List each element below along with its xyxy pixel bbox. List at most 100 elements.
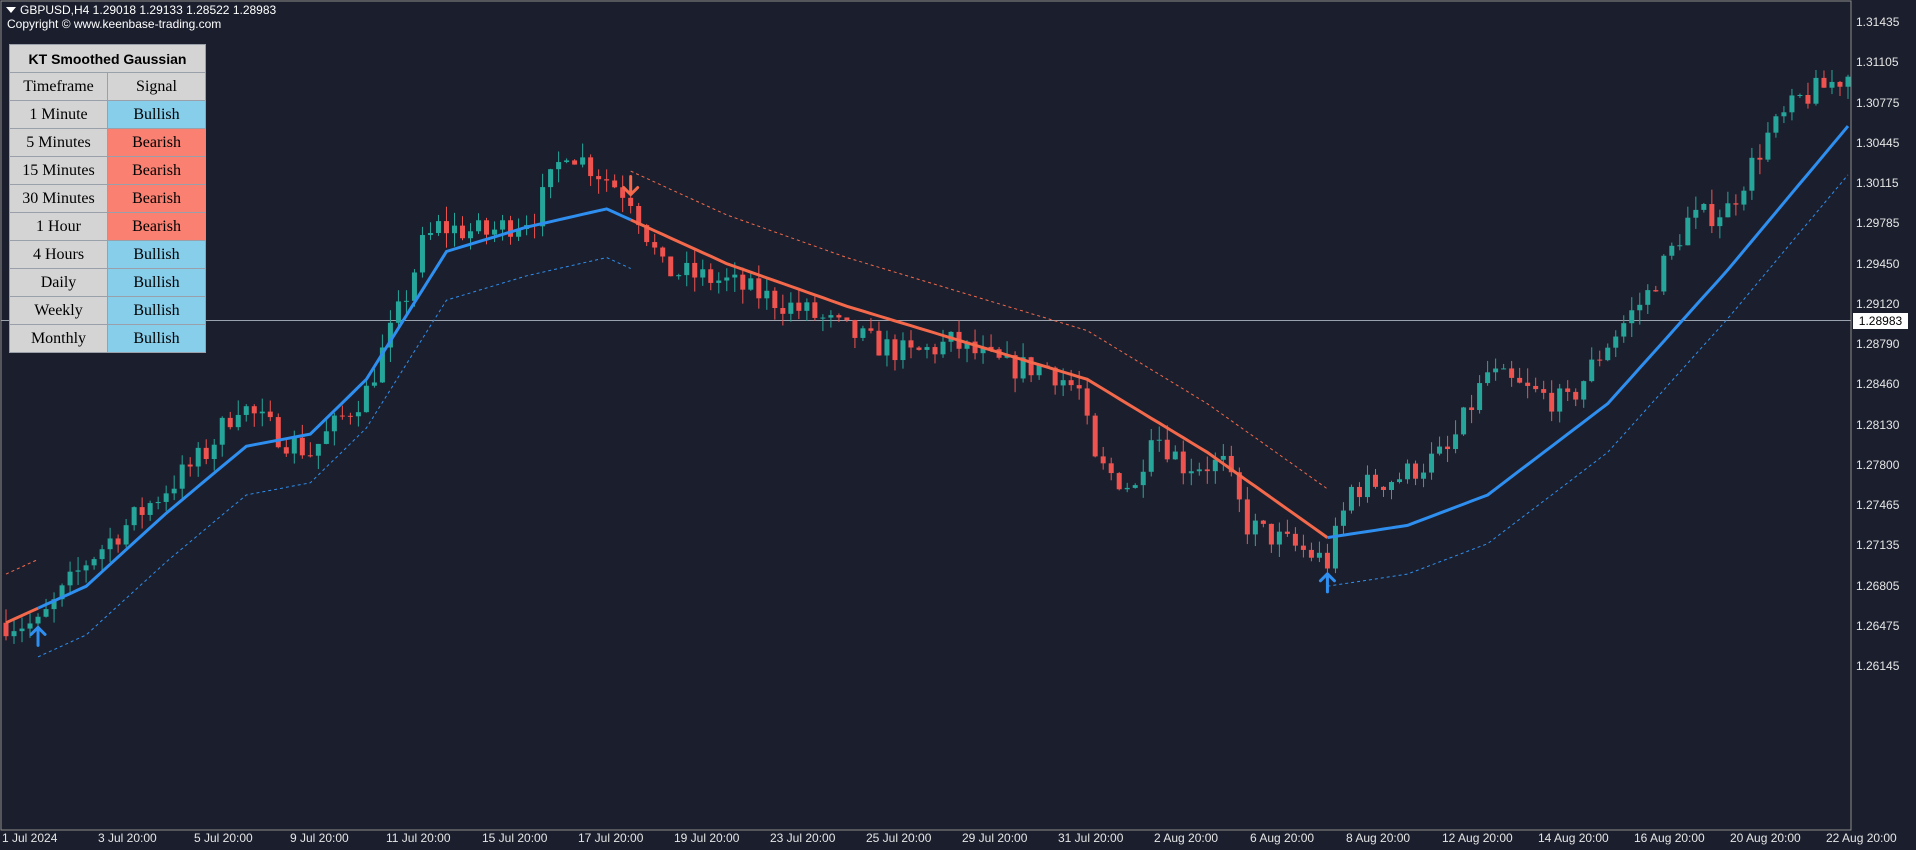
candle-body [323, 431, 329, 444]
signal-cell: Bullish [107, 324, 206, 353]
candle-body [1308, 549, 1314, 558]
candle-body [772, 290, 778, 309]
candle-body [660, 247, 666, 257]
candle-body [1300, 545, 1306, 550]
candle-body [1645, 290, 1651, 305]
candle-body [1252, 520, 1258, 535]
price-tick-label: 1.29785 [1856, 216, 1900, 231]
price-tick-label: 1.27465 [1856, 498, 1900, 512]
gaussian-band [37, 257, 631, 658]
candle-body [1525, 382, 1531, 386]
candle-body [1108, 463, 1114, 474]
timeframe-cell: 15 Minutes [9, 156, 108, 185]
candle-body [1060, 380, 1066, 386]
dropdown-icon[interactable] [6, 6, 16, 13]
candle-body [980, 346, 986, 354]
candle-body [1765, 132, 1771, 160]
price-tick-label: 1.31105 [1856, 55, 1899, 70]
candle-body [251, 406, 257, 414]
candle-body [636, 206, 642, 226]
candle-body [1292, 533, 1298, 546]
candle-body [1052, 367, 1058, 386]
candle-body [1717, 217, 1723, 227]
time-tick-label: 9 Jul 20:00 [290, 831, 349, 845]
candle-body [1813, 77, 1819, 104]
candle-body [1012, 355, 1018, 379]
candle-body [740, 274, 746, 290]
candle-body [1789, 95, 1795, 113]
candle-body [1284, 531, 1290, 534]
price-tick-label: 1.31435 [1856, 15, 1900, 29]
candle-body [876, 330, 882, 356]
timeframe-cell: Weekly [9, 296, 108, 325]
candle-body [347, 415, 353, 417]
candle-body [99, 549, 105, 560]
price-tick-label: 1.30775 [1856, 95, 1900, 110]
panel-row: Monthly Bullish [9, 324, 206, 353]
candle-body [1140, 471, 1146, 486]
candle-body [435, 221, 441, 234]
candle-body [892, 339, 898, 361]
candle-body [852, 320, 858, 338]
candle-body [1845, 76, 1851, 87]
candle-body [1020, 357, 1026, 379]
panel-row: 1 Hour Bearish [9, 212, 206, 241]
candle-body [1541, 389, 1547, 393]
candle-body [508, 220, 514, 237]
candle-body [1725, 203, 1731, 218]
candle-body [1637, 304, 1643, 311]
timeframe-cell: 1 Minute [9, 100, 108, 129]
candle-body [1557, 388, 1563, 412]
price-tick-label: 1.30445 [1856, 135, 1900, 150]
time-tick-label: 1 Jul 2024 [2, 831, 58, 845]
candle-body [1084, 388, 1090, 416]
candle-body [548, 169, 554, 188]
candle-body [804, 302, 810, 311]
panel-row: Weekly Bullish [9, 296, 206, 325]
price-tick-label: 1.28790 [1856, 337, 1900, 351]
candle-body [500, 220, 506, 230]
candle-body [684, 262, 690, 276]
candle-body [1837, 81, 1843, 87]
timeframe-cell: Daily [9, 268, 108, 297]
candle-body [115, 538, 121, 545]
candle-body [411, 272, 417, 301]
candle-body [988, 346, 994, 350]
candle-body [644, 225, 650, 243]
candle-body [291, 437, 297, 454]
gaussian-band [630, 170, 1328, 490]
candle-body [1180, 451, 1186, 474]
candle-body [516, 229, 522, 237]
candle-body [427, 233, 433, 236]
candle-body [812, 302, 818, 318]
candle-body [700, 269, 706, 278]
candle-body [1757, 157, 1763, 160]
candle-body [732, 274, 738, 278]
candle-body [540, 187, 546, 227]
candle-body [227, 417, 233, 428]
candle-body [492, 229, 498, 235]
candle-body [908, 340, 914, 348]
candle-body [1364, 474, 1370, 498]
candle-body [612, 180, 618, 188]
candle-body [195, 447, 201, 467]
candle-body [35, 616, 41, 624]
candle-body [1597, 359, 1603, 361]
candle-body [860, 328, 866, 338]
candle-body [1228, 455, 1234, 473]
candle-body [3, 622, 9, 637]
time-tick-label: 8 Aug 20:00 [1346, 831, 1411, 845]
current-price-label: 1.28983 [1853, 312, 1908, 329]
candle-body [1356, 486, 1362, 498]
candle-body [1453, 434, 1459, 450]
candle-body [588, 157, 594, 177]
candle-body [11, 631, 17, 637]
panel-row: 4 Hours Bullish [9, 240, 206, 269]
candle-body [1156, 439, 1162, 441]
time-tick-label: 20 Aug 20:00 [1730, 831, 1801, 845]
candle-body [1196, 469, 1202, 472]
time-tick-label: 17 Jul 20:00 [578, 831, 644, 845]
candle-body [652, 242, 658, 248]
candle-body [1389, 482, 1395, 490]
